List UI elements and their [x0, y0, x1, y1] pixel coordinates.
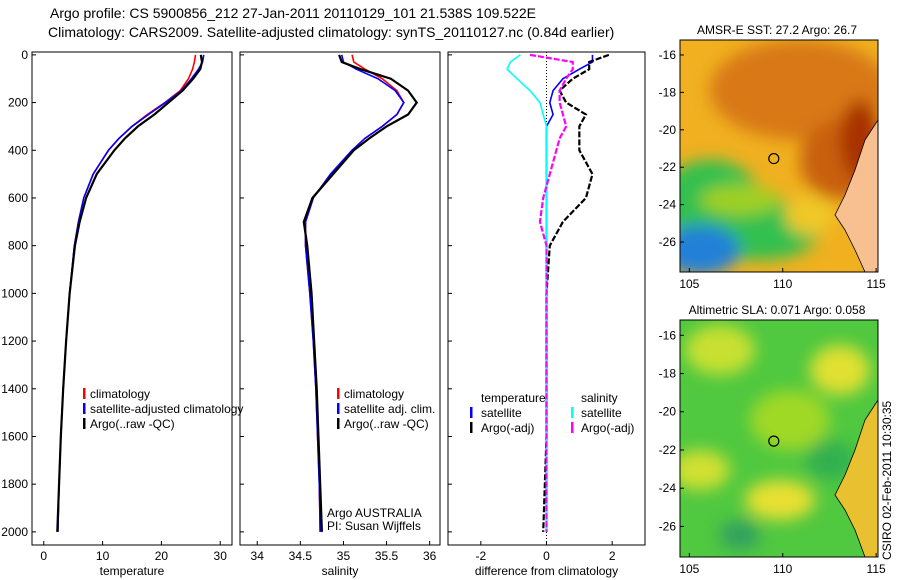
legend-swatch [83, 403, 86, 414]
y-tick-label: 1400 [1, 382, 28, 396]
x-tick-label: 110 [773, 562, 792, 576]
legend-label: satellite [481, 406, 522, 420]
x-tick-label: 105 [679, 277, 699, 291]
legend-swatch [571, 407, 574, 418]
x-axis-label: difference from climatology [475, 564, 618, 578]
legend-swatch [337, 418, 340, 429]
map-title: AMSR-E SST: 27.2 Argo: 26.7 [697, 23, 857, 37]
map-frame [679, 39, 879, 273]
y-tick-label: 1600 [1, 429, 28, 443]
legend-label: satellite-adjusted climatology [90, 402, 243, 416]
y-tick-label: -20 [659, 405, 677, 419]
plot-frame [31, 51, 233, 546]
x-axis-label: salinity [322, 564, 359, 578]
legend-swatch [571, 422, 574, 433]
legend-label: Argo(..raw -QC) [344, 417, 429, 431]
argo-position-marker [768, 152, 780, 165]
legend-title-salinity: salinity [581, 391, 618, 405]
x-tick-label: 0 [543, 549, 550, 563]
x-tick-label: -2 [475, 549, 486, 563]
x-tick-label: 2 [609, 549, 616, 563]
y-tick-label: -18 [659, 367, 677, 381]
x-tick-label: 35.5 [375, 549, 399, 563]
legend-swatch [470, 407, 473, 418]
y-tick-label: -22 [659, 160, 677, 174]
legend-swatch [83, 388, 86, 399]
y-tick-label: 200 [8, 96, 28, 110]
series-line-salinity-satellite [506, 54, 548, 532]
y-tick-label: -24 [659, 481, 677, 495]
series-line-argo-raw-qc- [56, 54, 204, 532]
series-line-salinity-argo-adj- [529, 53, 574, 532]
figure-title-line1: Argo profile: CS 5900856_212 27-Jan-2011… [50, 5, 536, 21]
series-line-argo-raw-qc- [302, 54, 419, 532]
y-tick-label: 800 [8, 239, 28, 253]
x-tick-label: 30 [214, 549, 228, 563]
y-tick-label: 1800 [1, 477, 28, 491]
y-tick-label: 0 [21, 48, 28, 62]
x-tick-label: 36 [423, 549, 437, 563]
y-tick-label: 1200 [1, 334, 28, 348]
legend-swatch [337, 388, 340, 399]
x-tick-label: 20 [155, 549, 169, 563]
x-tick-label: 0 [40, 549, 47, 563]
argo-position-marker [768, 435, 780, 447]
legend-swatch [83, 418, 86, 429]
sla-map-image [680, 320, 878, 557]
legend-swatch [337, 403, 340, 414]
legend-swatch [470, 422, 473, 433]
x-tick-label: 115 [867, 277, 886, 291]
y-tick-label: -18 [659, 85, 677, 99]
y-tick-label: -20 [659, 123, 677, 137]
x-axis-label: temperature [100, 564, 165, 578]
map-frame [679, 319, 879, 558]
legend-label: climatology [90, 387, 150, 401]
y-tick-label: 600 [8, 191, 28, 205]
map-title: Altimetric SLA: 0.071 Argo: 0.058 [689, 303, 866, 317]
x-tick-label: 35 [337, 549, 351, 563]
y-tick-label: -24 [659, 198, 677, 212]
legend-title-temperature: temperature [481, 391, 546, 405]
x-tick-label: 115 [867, 562, 886, 576]
y-tick-label: 2000 [1, 525, 28, 539]
series-line-climatology [57, 54, 197, 532]
y-tick-label: 400 [8, 143, 28, 157]
legend-label: Argo(-adj) [581, 421, 634, 435]
y-tick-label: -16 [659, 328, 677, 342]
x-tick-label: 34 [251, 549, 265, 563]
y-tick-label: -22 [659, 443, 677, 457]
figure-title-line2: Climatology: CARS2009. Satellite-adjuste… [48, 24, 615, 40]
series-line-temperature-satellite [545, 54, 594, 532]
y-tick-label: -26 [659, 519, 677, 533]
x-tick-label: 105 [679, 562, 699, 576]
legend-label: satellite adj. clim. [344, 402, 435, 416]
sst-map-image [680, 40, 878, 272]
legend-label: satellite [581, 406, 622, 420]
plot-frame [239, 51, 441, 546]
annotation-text: PI: Susan Wijffels [327, 519, 421, 533]
series-line-satellite-adjusted-climatology [57, 54, 205, 532]
y-tick-label: 1000 [1, 286, 28, 300]
x-tick-label: 34.5 [289, 549, 313, 563]
footer-timestamp: CSIRO 02-Feb-2011 10:30:35 [880, 400, 894, 560]
annotation-text: Argo AUSTRALIA [327, 506, 422, 520]
y-tick-label: -16 [659, 48, 677, 62]
legend-label: Argo(..raw -QC) [90, 417, 175, 431]
y-tick-label: -26 [659, 235, 677, 249]
series-line-temperature-argo-adj- [542, 53, 610, 532]
legend-label: Argo(-adj) [481, 421, 534, 435]
legend-label: climatology [344, 387, 404, 401]
x-tick-label: 110 [773, 277, 792, 291]
x-tick-label: 10 [96, 549, 110, 563]
